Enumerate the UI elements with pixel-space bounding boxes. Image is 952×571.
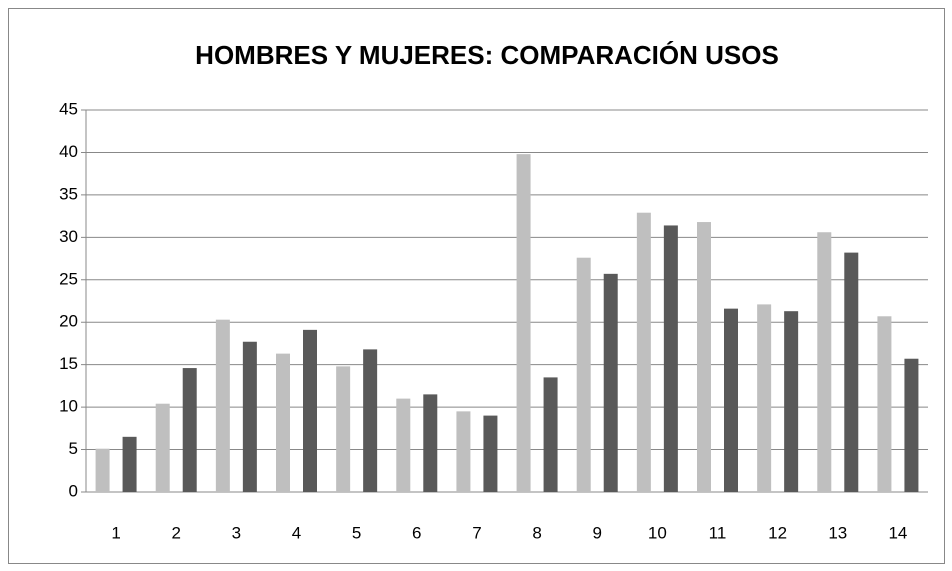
bar xyxy=(663,225,678,492)
x-tick-label: 10 xyxy=(648,523,667,542)
x-tick-label: 1 xyxy=(111,523,120,542)
x-tick-label: 6 xyxy=(412,523,421,542)
y-tick-label: 20 xyxy=(59,312,78,331)
x-tick-label: 8 xyxy=(532,523,541,542)
bar xyxy=(603,273,618,492)
x-tick-label: 2 xyxy=(171,523,180,542)
bar xyxy=(303,329,317,492)
bar xyxy=(784,311,799,492)
x-tick-label: 3 xyxy=(232,523,241,542)
bar xyxy=(697,222,711,492)
y-tick-label: 15 xyxy=(59,354,78,373)
bar xyxy=(543,377,558,492)
y-tick-label: 35 xyxy=(59,184,78,203)
y-tick-label: 30 xyxy=(59,227,78,246)
y-tick-label: 5 xyxy=(69,439,78,458)
bar xyxy=(904,358,919,492)
bar xyxy=(877,316,892,492)
bar xyxy=(363,349,378,492)
y-tick-label: 10 xyxy=(59,397,78,416)
chart-border xyxy=(8,8,945,564)
bar xyxy=(336,366,351,492)
bar xyxy=(155,403,170,492)
bar xyxy=(423,394,438,492)
y-tick-label: 0 xyxy=(69,481,78,500)
y-tick-label: 45 xyxy=(59,99,78,118)
bar xyxy=(636,212,651,492)
bar xyxy=(817,232,832,493)
bar xyxy=(456,411,471,492)
bar xyxy=(576,257,591,492)
bar xyxy=(516,154,531,493)
bar xyxy=(276,353,290,492)
y-tick-label: 40 xyxy=(59,142,78,161)
bar xyxy=(844,252,859,492)
x-tick-label: 7 xyxy=(472,523,481,542)
x-tick-label: 9 xyxy=(592,523,601,542)
x-tick-label: 12 xyxy=(768,523,787,542)
x-tick-label: 14 xyxy=(888,523,907,542)
bar xyxy=(757,304,772,492)
bar xyxy=(122,436,137,492)
bar xyxy=(215,319,230,492)
bar xyxy=(95,448,110,492)
y-tick-label: 25 xyxy=(59,269,78,288)
x-tick-label: 4 xyxy=(292,523,301,542)
bar xyxy=(396,398,411,492)
bar xyxy=(724,308,738,492)
x-tick-label: 11 xyxy=(709,523,727,542)
bar xyxy=(242,341,257,492)
bar xyxy=(483,415,498,492)
bar xyxy=(182,368,197,492)
x-tick-label: 5 xyxy=(352,523,361,542)
chart-title: HOMBRES Y MUJERES: COMPARACIÓN USOS xyxy=(195,40,779,70)
x-tick-label: 13 xyxy=(828,523,847,542)
